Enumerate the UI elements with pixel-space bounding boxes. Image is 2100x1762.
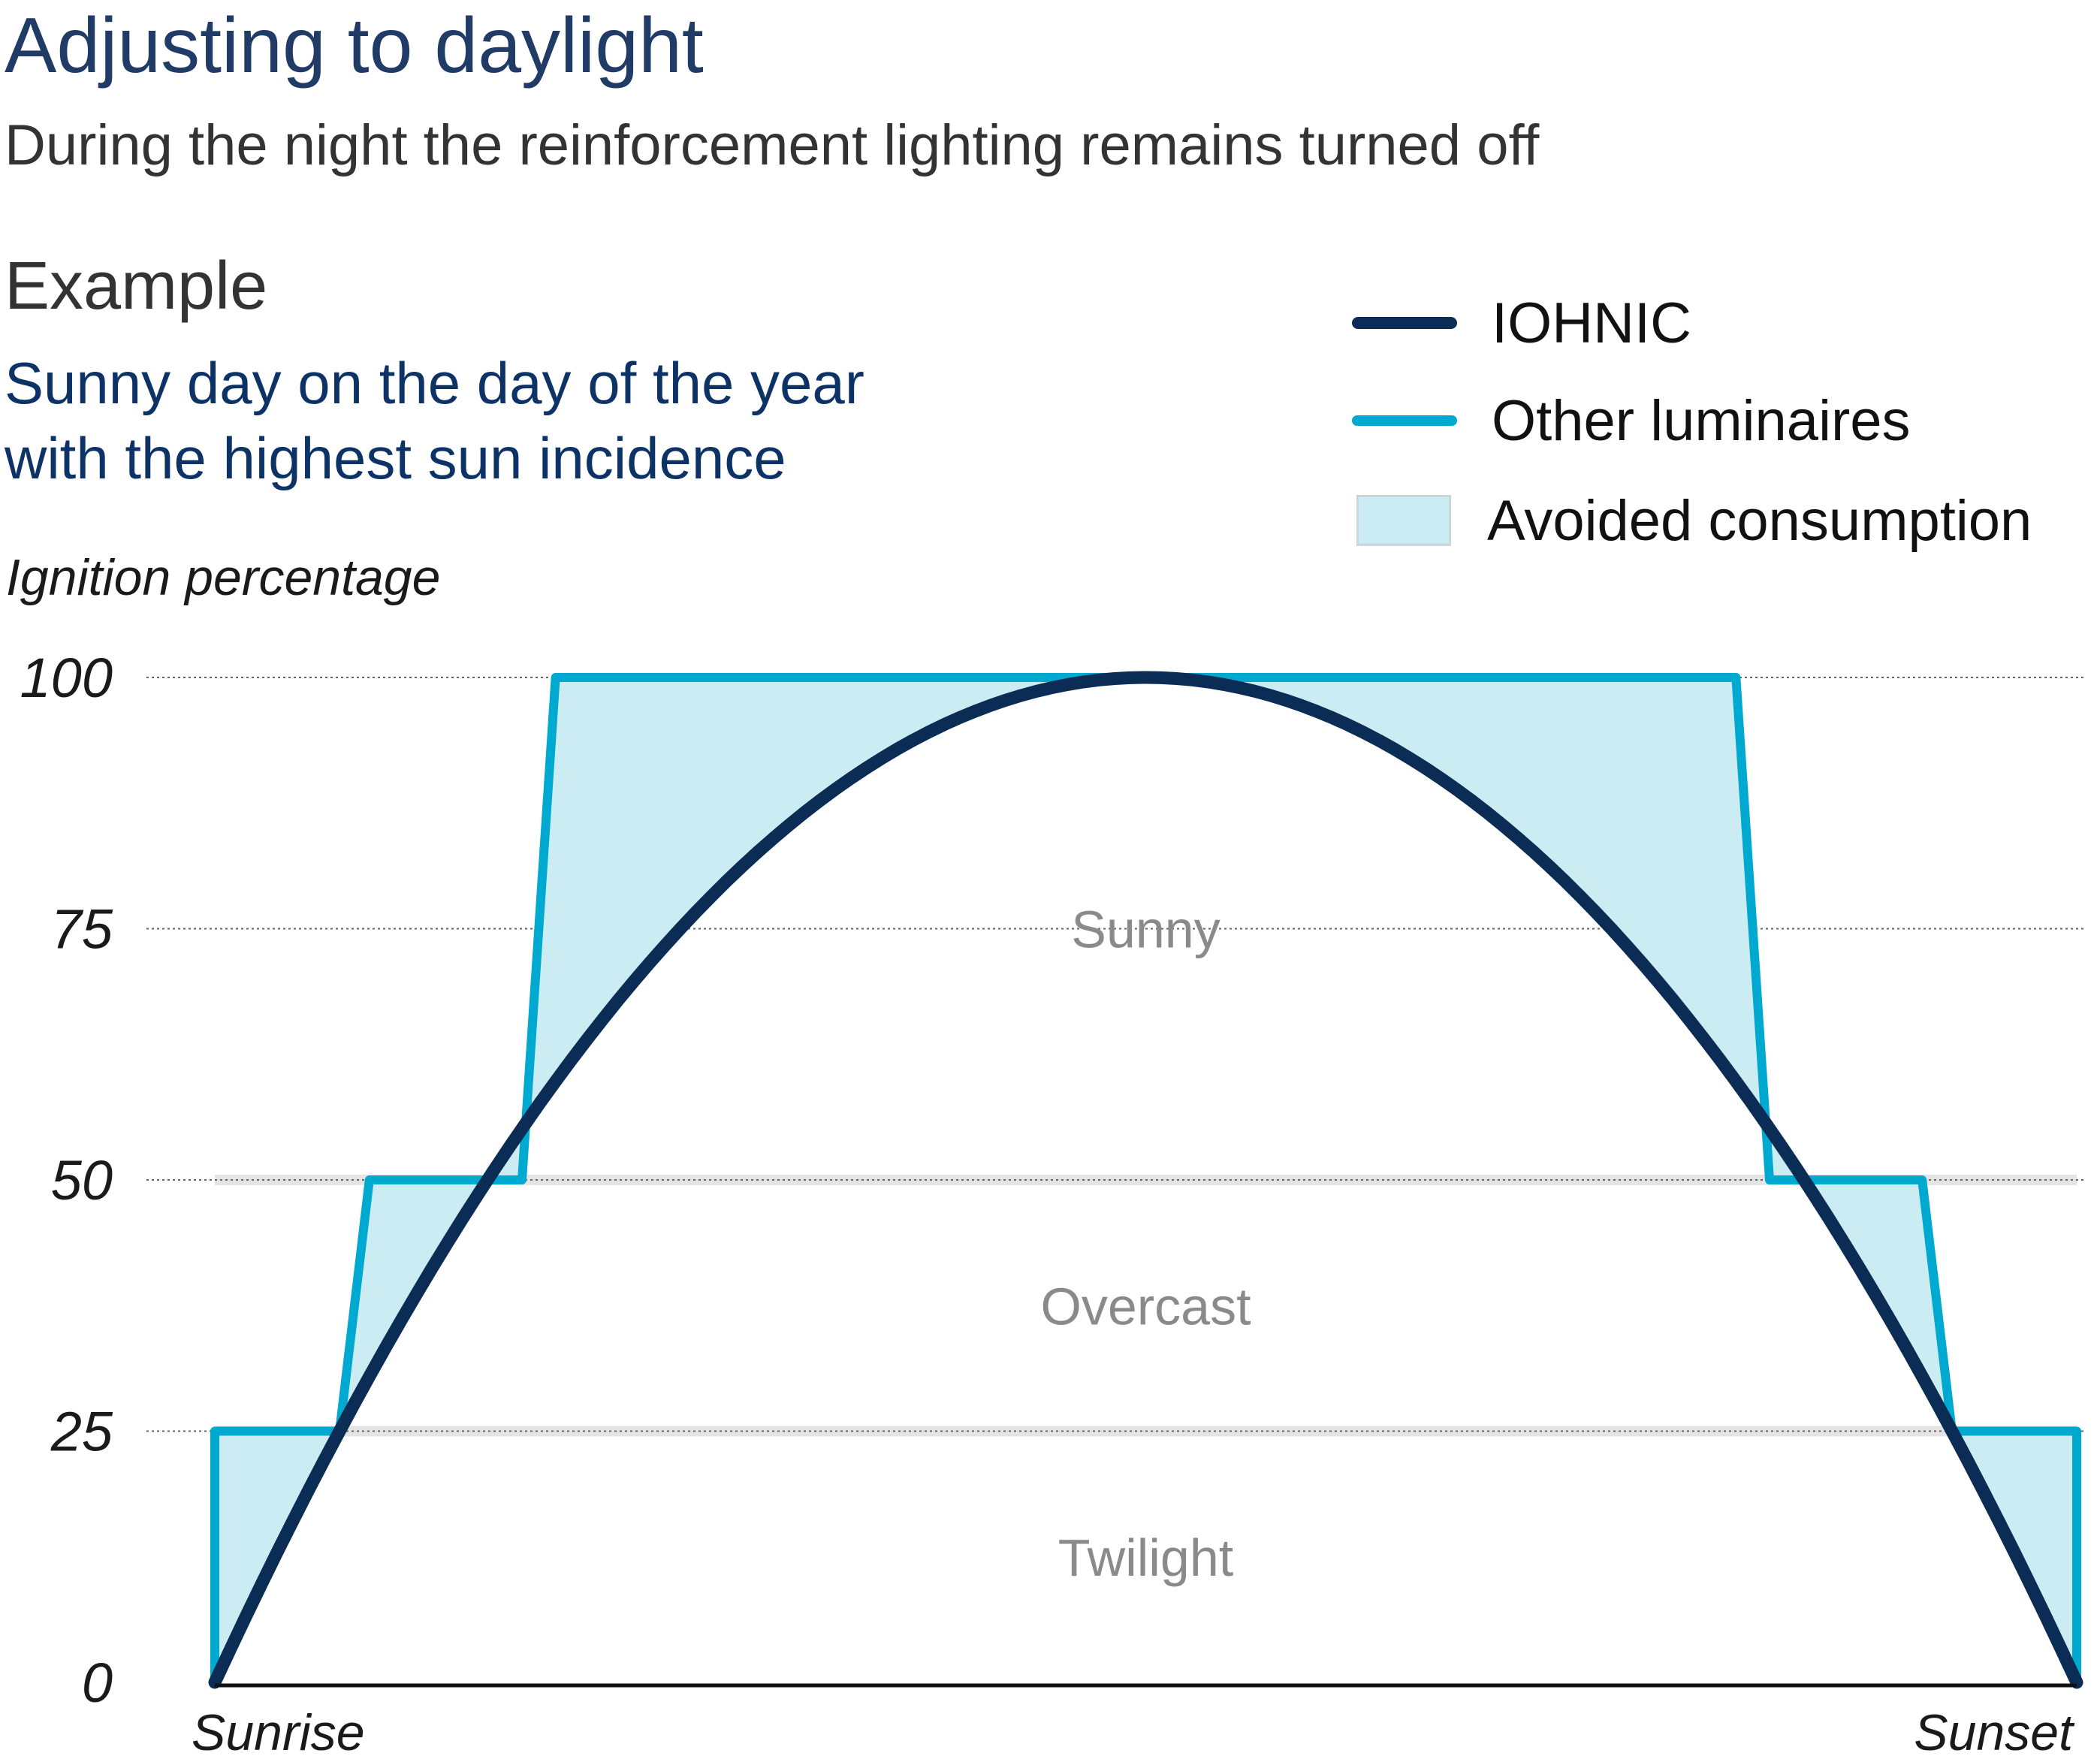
legend-label-avoided-consumption: Avoided consumption [1487, 488, 2032, 553]
legend-label-iohnic: IOHNIC [1492, 291, 1691, 355]
zone-label-overcast: Overcast [1040, 1277, 1251, 1335]
zone-label-twilight: Twilight [1058, 1528, 1233, 1587]
y-tick-label-25: 25 [50, 1401, 113, 1463]
legend-label-other-luminaires: Other luminaires [1492, 388, 1911, 453]
scenario-line-2: with the highest sun incidence [5, 425, 786, 491]
series-line-iohnic [208, 671, 2083, 1689]
chart-title: Adjusting to daylight [5, 2, 704, 89]
legend-swatch-avoided-consumption [1356, 495, 1451, 546]
series-layer [208, 671, 2083, 1689]
scenario-description: Sunny day on the day of the year with th… [5, 345, 1056, 496]
zone-labels: Sunny Overcast Twilight [1040, 901, 1251, 1587]
legend-swatch-other-luminaires [1352, 415, 1457, 426]
legend-item-iohnic: IOHNIC [1352, 289, 1691, 357]
y-axis-label: Ignition percentage [6, 549, 441, 606]
x-tick-label-sunrise: Sunrise [192, 1704, 365, 1761]
y-tick-label-0: 0 [82, 1652, 113, 1714]
legend-item-other-luminaires: Other luminaires [1352, 387, 1911, 454]
chart-subtitle: During the night the reinforcement light… [5, 113, 1540, 177]
tick-labels: 100 75 50 25 0 Sunrise Sunset [20, 647, 2076, 1761]
legend-swatch-iohnic [1352, 317, 1457, 329]
scenario-line-1: Sunny day on the day of the year [5, 350, 864, 416]
y-tick-label-50: 50 [51, 1149, 113, 1211]
zone-label-sunny: Sunny [1071, 901, 1220, 959]
legend-item-avoided-consumption: Avoided consumption [1352, 487, 2032, 554]
y-tick-label-75: 75 [51, 898, 113, 961]
x-tick-label-sunset: Sunset [1914, 1704, 2075, 1761]
example-label: Example [5, 249, 268, 324]
y-tick-label-100: 100 [20, 647, 113, 709]
